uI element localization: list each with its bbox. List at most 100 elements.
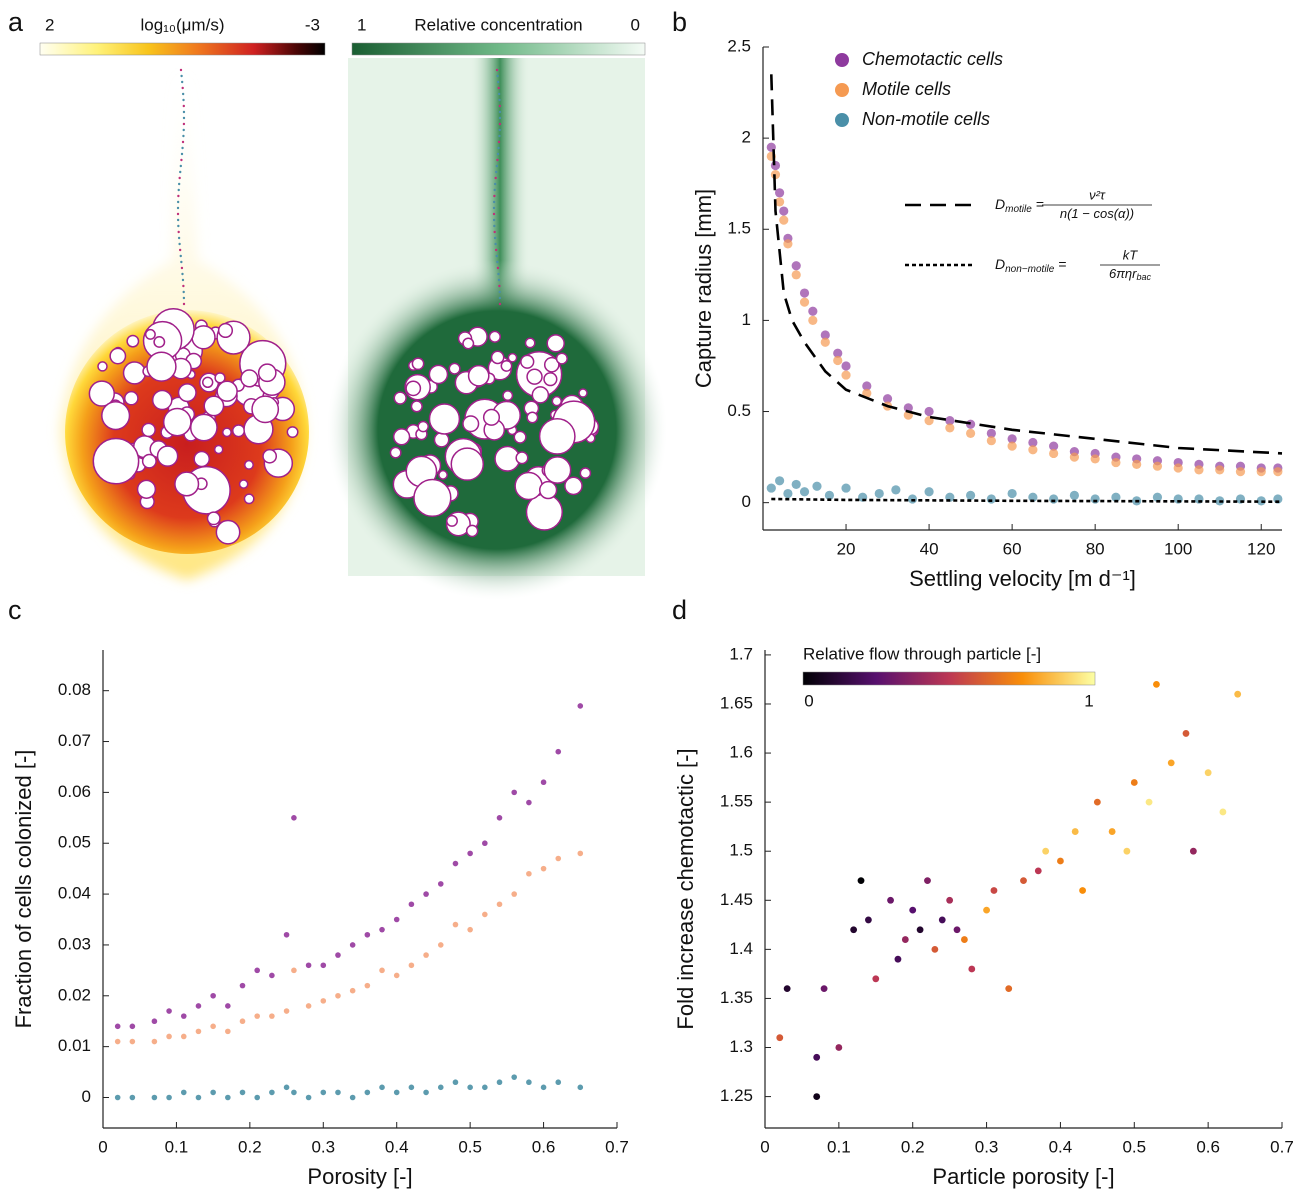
data-point (820, 330, 830, 340)
data-point (953, 926, 961, 934)
data-point (195, 1094, 202, 1101)
data-point (841, 483, 851, 493)
y-tick-label: 1.25 (720, 1086, 753, 1105)
data-point (1273, 467, 1283, 477)
streamline-dot (177, 224, 180, 228)
data-point (577, 703, 584, 709)
pore (514, 471, 543, 501)
pore (564, 476, 583, 496)
data-point (1152, 461, 1163, 471)
data-point (775, 188, 785, 198)
streamline-dot (496, 266, 500, 270)
formula-denominator: n(1 − cos(α)) (1060, 206, 1134, 221)
pore (191, 325, 216, 350)
data-point (1069, 490, 1079, 500)
data-point (1028, 437, 1038, 448)
data-point (833, 355, 843, 366)
streamline-dot (495, 254, 498, 258)
pore (109, 347, 127, 365)
formula-relation: = (1058, 256, 1066, 272)
data-point (254, 1094, 260, 1101)
data-point (180, 1089, 187, 1096)
y-axis-label: Fold increase chemotactic [-] (673, 748, 698, 1029)
panel-letter: b (672, 7, 687, 37)
data-point (1005, 985, 1013, 993)
pore (513, 430, 527, 444)
data-point (1034, 867, 1042, 875)
data-point (966, 419, 976, 429)
streamline-dot (177, 188, 180, 192)
streamline-dot (180, 260, 183, 264)
model-line (771, 497, 1283, 503)
data-point (526, 1079, 532, 1086)
pore (251, 395, 280, 424)
pore (524, 337, 536, 349)
data-point (210, 1089, 216, 1096)
formula-symbol: D (995, 256, 1005, 272)
data-point (791, 261, 801, 271)
pore (189, 413, 218, 442)
data-point (577, 1084, 584, 1091)
x-tick-label: 0.2 (238, 1137, 262, 1156)
data-point (775, 197, 785, 207)
data-point (882, 394, 893, 404)
x-tick-label: 0.3 (311, 1137, 335, 1156)
data-point (945, 416, 955, 426)
pore (543, 356, 560, 373)
streamline-dot (176, 212, 180, 216)
legend-marker (835, 113, 849, 127)
y-axis-label: Capture radius [mm] (691, 189, 716, 388)
data-point (799, 297, 810, 307)
colorbar-tick-label: 2 (45, 15, 54, 34)
streamline-dot (177, 194, 180, 198)
data-point (283, 1008, 290, 1014)
pore (146, 351, 177, 382)
pore (551, 395, 563, 407)
data-point (1020, 877, 1027, 885)
pore (88, 380, 115, 407)
data-point (813, 1093, 821, 1100)
data-point (1007, 441, 1017, 451)
formula-denominator: 6πηrbac (1109, 266, 1152, 282)
data-point (783, 488, 793, 499)
y-tick-label: 1.3 (729, 1037, 753, 1056)
data-point (283, 1084, 290, 1091)
streamline-dot (496, 152, 500, 156)
data-point (291, 967, 297, 974)
pore (257, 363, 277, 383)
data-point (887, 896, 894, 904)
streamline-dot (497, 272, 500, 276)
data-point (452, 860, 459, 867)
pore (151, 389, 173, 411)
data-point (1042, 847, 1050, 855)
data-point (770, 160, 781, 171)
pore (162, 407, 192, 437)
data-point (1153, 680, 1160, 688)
data-point (1071, 828, 1079, 835)
data-point (349, 942, 356, 948)
data-point (986, 428, 996, 438)
streamline-dot (178, 176, 181, 180)
legend-label: Motile cells (862, 79, 951, 99)
data-point (776, 1034, 784, 1042)
panel-a (60, 58, 667, 600)
x-tick-label: 0.1 (165, 1137, 189, 1156)
pore (462, 415, 480, 433)
streamline-dot (493, 230, 496, 234)
pore (405, 380, 422, 397)
streamline-dot (495, 170, 498, 174)
data-point (966, 490, 976, 500)
data-point (180, 1033, 187, 1040)
x-axis-label: Settling velocity [m d⁻¹] (909, 566, 1136, 591)
data-point (1123, 847, 1131, 855)
pore (500, 359, 513, 372)
pore (515, 451, 529, 465)
streamline-dot (181, 92, 185, 96)
pore (262, 448, 278, 464)
data-point (1028, 492, 1038, 502)
streamline-dot (182, 110, 186, 114)
data-point (269, 1089, 275, 1096)
data-point (850, 926, 858, 934)
formula-denominator-main: 6πηr (1109, 266, 1137, 281)
